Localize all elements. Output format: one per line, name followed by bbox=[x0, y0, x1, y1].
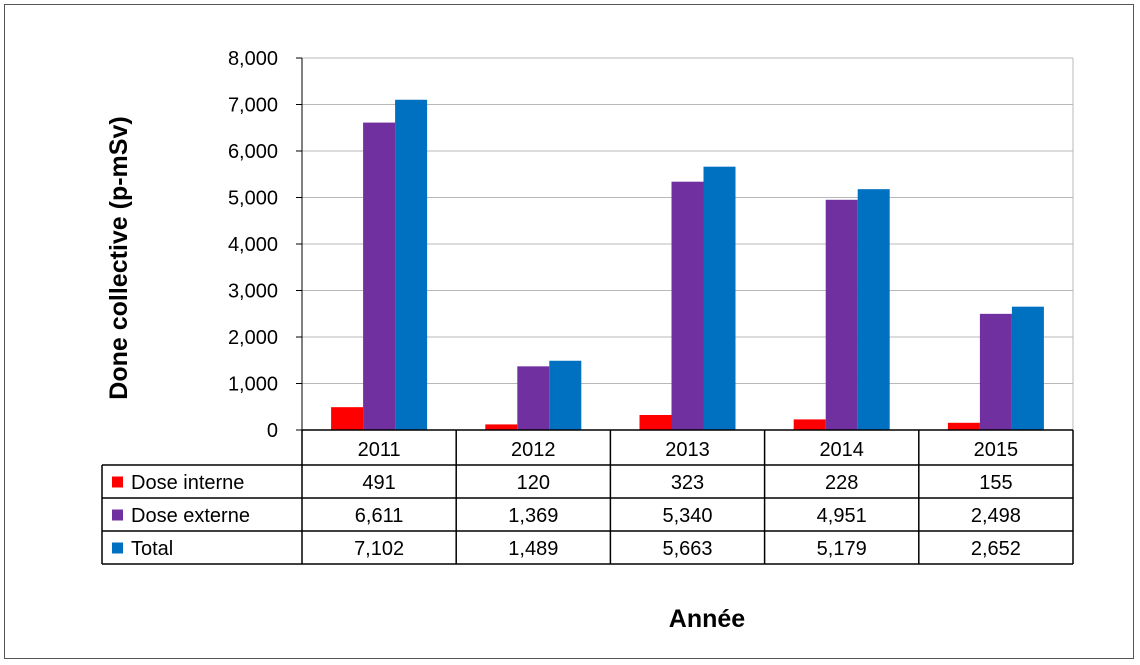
y-tick-label: 1,000 bbox=[228, 374, 278, 396]
data-label: 6,611 bbox=[355, 505, 404, 527]
data-label: 2,652 bbox=[971, 538, 1021, 560]
bar bbox=[395, 99, 428, 430]
y-tick-label: 8,000 bbox=[228, 48, 278, 70]
y-tick-label: 2,000 bbox=[228, 327, 278, 349]
y-tick-label: 6,000 bbox=[228, 141, 278, 163]
bar bbox=[1011, 306, 1044, 430]
y-tick-label: 5,000 bbox=[228, 188, 278, 210]
bar bbox=[671, 181, 704, 430]
legend-swatch bbox=[112, 542, 123, 554]
y-tick-label: 7,000 bbox=[228, 95, 278, 117]
data-label: 5,663 bbox=[662, 538, 712, 560]
y-axis-ticks: 0 1,000 2,000 3,000 4,000 5,000 6,000 7,000 8,00… bbox=[228, 48, 278, 442]
bar bbox=[979, 313, 1012, 430]
data-label: 1,369 bbox=[508, 505, 558, 527]
y-tick-label: 0 bbox=[267, 420, 278, 442]
y-tick-label: 4,000 bbox=[228, 234, 278, 256]
data-label: 5,179 bbox=[817, 538, 867, 560]
category-label: 2015 bbox=[974, 439, 1019, 461]
data-label: 155 bbox=[979, 472, 1012, 494]
data-label: 7,102 bbox=[354, 538, 404, 560]
x-axis-title: Année bbox=[669, 605, 746, 633]
y-axis-title: Done collective (p-mSv) bbox=[105, 116, 133, 399]
bar bbox=[825, 199, 858, 430]
category-label: 2011 bbox=[358, 439, 401, 461]
legend-label: Total bbox=[131, 538, 173, 560]
category-label: 2013 bbox=[665, 439, 710, 461]
bar bbox=[363, 122, 396, 430]
bar bbox=[517, 366, 550, 430]
category-label: 2012 bbox=[511, 439, 556, 461]
bar bbox=[485, 424, 518, 430]
bar bbox=[947, 422, 980, 430]
data-label: 120 bbox=[517, 472, 550, 494]
bar bbox=[793, 419, 826, 430]
data-label: 5,340 bbox=[662, 505, 712, 527]
bar bbox=[857, 189, 890, 430]
data-table: 2011 2012 2013 2014 2015 Dose interne 491 120 32… bbox=[101, 429, 1074, 565]
legend-swatch bbox=[112, 509, 123, 521]
data-label: 4,951 bbox=[817, 505, 867, 527]
data-label: 491 bbox=[362, 472, 395, 494]
data-label: 323 bbox=[671, 472, 704, 494]
data-label: 2,498 bbox=[971, 505, 1021, 527]
legend-label: Dose interne bbox=[131, 472, 244, 494]
bar bbox=[639, 414, 672, 430]
bar bbox=[703, 166, 736, 430]
chart-frame bbox=[4, 4, 1134, 659]
bars bbox=[331, 99, 1044, 430]
data-label: 228 bbox=[825, 472, 858, 494]
y-tick-label: 3,000 bbox=[228, 281, 278, 303]
category-label: 2014 bbox=[819, 439, 864, 461]
bar bbox=[331, 407, 364, 430]
bar bbox=[549, 360, 582, 430]
legend-swatch bbox=[112, 476, 123, 488]
legend-label: Dose externe bbox=[131, 505, 250, 527]
data-label: 1,489 bbox=[508, 538, 558, 560]
